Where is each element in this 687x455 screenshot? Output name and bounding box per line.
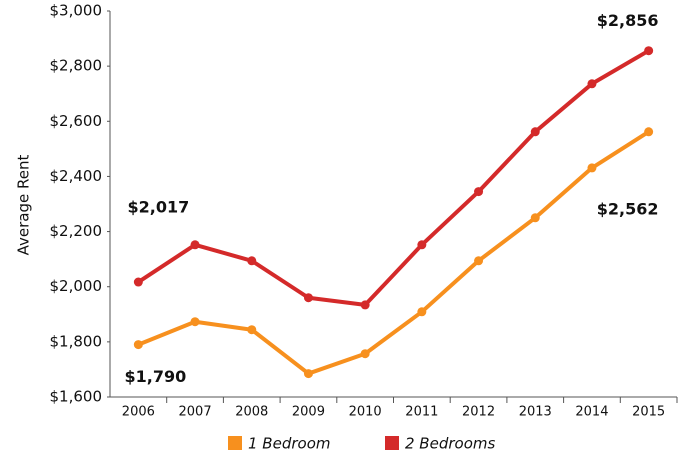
point (360, 300, 370, 310)
point (247, 256, 257, 266)
x-tick-label: 2008 (235, 405, 268, 420)
x-tick-label: 2013 (519, 405, 552, 420)
point (530, 213, 540, 223)
point (417, 240, 427, 250)
legend-label: 2 Bedrooms (405, 435, 495, 453)
point (360, 349, 370, 359)
point (303, 369, 313, 379)
x-tick-label: 2007 (179, 405, 212, 420)
data-label: $1,790 (124, 367, 186, 386)
point (247, 325, 257, 335)
point (587, 163, 597, 173)
data-label: $2,017 (127, 198, 189, 217)
point (417, 307, 427, 317)
point (644, 127, 654, 137)
x-tick-label: 2015 (632, 405, 665, 420)
x-tick-label: 2011 (405, 405, 438, 420)
y-tick-label: $2,600 (50, 112, 103, 130)
point (587, 79, 597, 89)
point (133, 340, 143, 350)
y-tick-label: $1,600 (50, 388, 103, 406)
y-tick-label: $2,400 (50, 167, 103, 185)
legend-swatch (385, 436, 399, 450)
y-axis-title: Average Rent (15, 155, 33, 256)
legend-label: 1 Bedroom (248, 435, 331, 453)
point (644, 46, 654, 56)
line (137, 48, 650, 307)
data-label: $2,856 (597, 11, 659, 30)
y-tick-label: $2,800 (50, 57, 103, 75)
point (303, 293, 313, 303)
x-tick-label: 2014 (575, 405, 608, 420)
x-tick-label: 2010 (349, 405, 382, 420)
point (190, 240, 200, 250)
y-tick-label: $2,000 (50, 277, 103, 295)
y-tick-label: $2,200 (50, 222, 103, 240)
x-tick-label: 2012 (462, 405, 495, 420)
point (530, 127, 540, 137)
x-tick-label: 2009 (292, 405, 325, 420)
point (133, 277, 143, 287)
line (137, 130, 650, 376)
legend-swatch (228, 436, 242, 450)
point (474, 256, 484, 266)
x-tick-label: 2006 (122, 405, 155, 420)
point (474, 187, 484, 197)
y-tick-label: $3,000 (50, 2, 103, 20)
y-tick-label: $1,800 (50, 332, 103, 350)
data-label: $2,562 (597, 199, 659, 218)
point (190, 317, 200, 327)
